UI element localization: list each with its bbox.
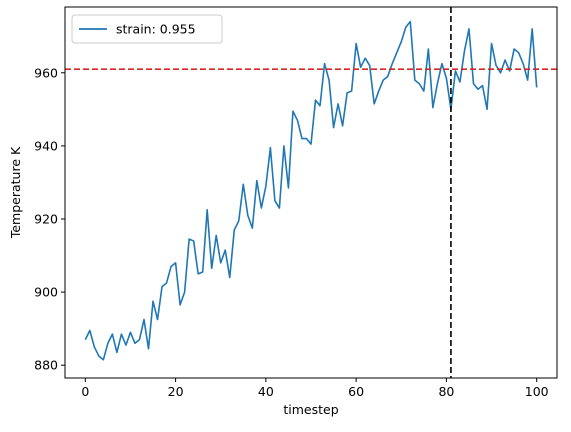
x-tick-label: 0 [81,384,89,399]
x-axis: 0 20 40 60 80 100 [81,378,549,399]
x-tick-label: 40 [258,384,274,399]
y-tick-label: 940 [34,138,58,153]
plot-area [65,7,557,378]
series-line-0 [84,20,538,361]
axes-frame [64,6,558,379]
x-tick-label: 100 [525,384,549,399]
y-tick-label: 920 [34,212,58,227]
x-tick-label: 20 [168,384,184,399]
y-tick-label: 880 [34,358,58,373]
y-tick-label: 900 [34,285,58,300]
legend-box [71,14,223,44]
x-tick-label: 60 [348,384,364,399]
legend: strain: 0.955 [71,14,223,44]
legend-label: strain: 0.955 [116,22,196,37]
y-tick-label: 960 [34,65,58,80]
x-axis-label: timestep [283,402,338,417]
y-axis-label: Temperature K [8,146,23,239]
x-tick-label: 80 [438,384,454,399]
y-axis: 880 900 920 940 960 [34,65,65,373]
